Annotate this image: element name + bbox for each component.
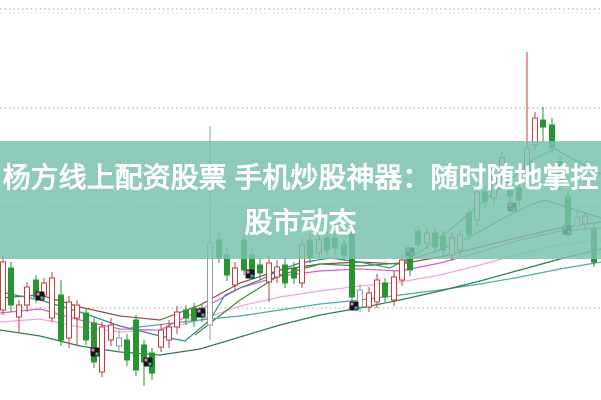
promo-title-line2: 股市动态 — [244, 207, 357, 238]
promo-title-line1: 杨方线上配资股票 手机炒股神器：随时随地掌控 — [2, 162, 599, 193]
promo-banner: 杨方线上配资股票 手机炒股神器：随时随地掌控 股市动态 — [0, 141, 601, 259]
